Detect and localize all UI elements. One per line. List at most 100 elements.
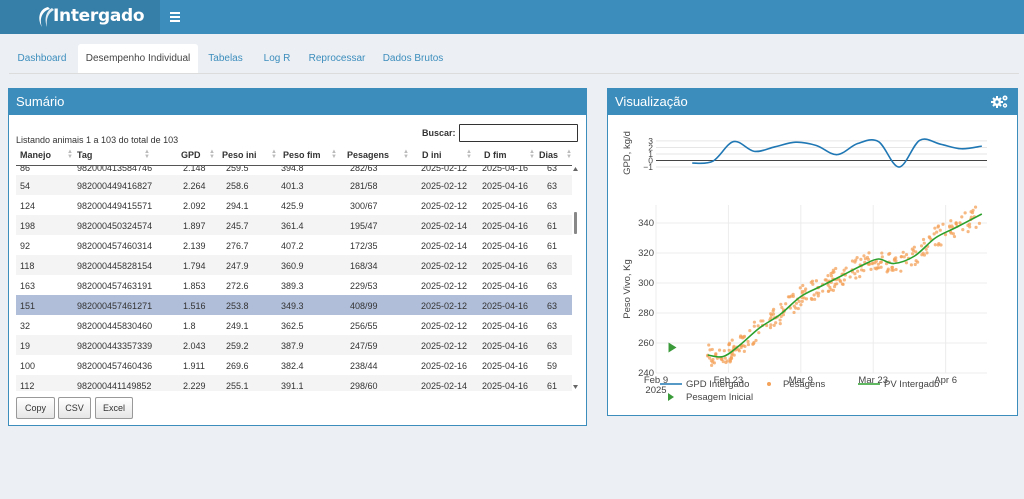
table-cell-gpd: 1.911 <box>183 361 205 371</box>
tab-reprocessar[interactable]: Reprocessar <box>308 53 366 64</box>
csv-button[interactable]: CSV <box>58 397 91 419</box>
legend-pesagens-label[interactable]: Pesagens <box>783 379 826 390</box>
pesagem-point <box>886 267 890 271</box>
pesagem-point <box>854 258 858 262</box>
scrollbar-thumb[interactable] <box>574 212 577 234</box>
table-row[interactable]: 86 982000413584746 2.148 259.5 394.8 282/63 20… <box>16 166 572 177</box>
table-cell-tag: 982000443357339 <box>77 341 153 351</box>
pesagem-point <box>860 268 864 272</box>
column-header-peso-ini[interactable]: Peso ini <box>222 150 257 160</box>
table-cell-dias: 63 <box>547 301 558 311</box>
tab-desempenho-individual[interactable]: Desempenho Individual <box>78 44 198 74</box>
summary-title: Sumário <box>9 89 586 115</box>
pesagem-point <box>899 269 903 273</box>
table-cell-peso-fim: 387.9 <box>281 341 304 351</box>
table-row[interactable]: 124 982000449415571 2.092 294.1 425.9 300/67 2… <box>16 195 572 215</box>
pesagem-point <box>856 269 860 273</box>
sort-icon: ▲ ▼ <box>466 149 472 160</box>
table-cell-tag: 982000449416827 <box>77 181 153 191</box>
column-header-d-fim[interactable]: D fim <box>484 150 507 160</box>
table-cell-peso-ini: 276.7 <box>226 241 249 251</box>
table-row[interactable]: 54 982000449416827 2.264 258.6 401.3 281/58 20… <box>16 175 572 195</box>
column-header-manejo[interactable]: Manejo <box>20 150 52 160</box>
table-row[interactable]: 92 982000457460314 2.139 276.7 407.2 172/35 20… <box>16 235 572 255</box>
tab-dashboard[interactable]: Dashboard <box>17 53 67 64</box>
table-row[interactable]: 100 982000457460436 1.911 269.6 382.4 238/44 2… <box>16 355 572 375</box>
tab-tabelas[interactable]: Tabelas <box>208 53 243 64</box>
pesagem-point <box>831 288 836 292</box>
pesagem-point <box>707 343 711 347</box>
sort-icon: ▲ ▼ <box>403 149 409 160</box>
table-cell-peso-ini: 258.6 <box>226 181 249 191</box>
pesagem-point <box>780 305 784 310</box>
table-cell-dias: 61 <box>547 241 558 251</box>
logo[interactable]: Intergado <box>0 0 160 34</box>
search-input[interactable] <box>459 124 578 142</box>
column-header-dias[interactable]: Dias <box>539 150 559 160</box>
pesagem-point <box>933 243 937 247</box>
pesagem-point <box>879 265 883 269</box>
table-scrollbar[interactable] <box>572 166 579 391</box>
table-cell-peso-fim: 425.9 <box>281 201 304 211</box>
table-row[interactable]: 151 982000457461271 1.516 253.8 349.3 408/99 2… <box>16 295 572 315</box>
pesagem-point <box>879 260 883 264</box>
table-cell-gpd: 2.043 <box>183 341 206 351</box>
column-header-peso-fim[interactable]: Peso fim <box>283 150 321 160</box>
table-row[interactable]: 198 982000450324574 1.897 245.7 361.4 195/47 2… <box>16 215 572 235</box>
table-cell-pesagens: 298/60 <box>350 381 378 391</box>
pesagem-point <box>899 255 903 259</box>
table-cell-d-fim: 2025-04-16 <box>482 341 529 351</box>
summary-box: Sumário Listando animais 1 a 103 do tota… <box>8 88 587 426</box>
excel-button[interactable]: Excel <box>95 397 133 419</box>
table-row[interactable]: 32 982000445830460 1.8 249.1 362.5 256/55 2025… <box>16 315 572 335</box>
pesagem-point <box>759 319 763 323</box>
table-cell-d-ini: 2025-02-12 <box>421 181 468 191</box>
pesagem-point <box>924 247 928 251</box>
pesagem-point <box>727 343 731 347</box>
column-header-d-ini[interactable]: D ini <box>422 150 442 160</box>
pesagem-point <box>815 291 819 295</box>
pesagem-point <box>943 233 948 237</box>
pesagem-point <box>717 348 722 352</box>
tab-dados-brutos[interactable]: Dados Brutos <box>382 53 444 64</box>
scrollbar-arrows-icon <box>573 167 578 389</box>
pesagem-point <box>797 299 801 303</box>
legend-pesagem-inicial-label[interactable]: Pesagem Inicial <box>686 392 753 403</box>
table-row[interactable]: 112 982000441149852 2.229 255.1 391.1 298/60 2… <box>16 375 572 391</box>
pesagem-point <box>828 285 832 289</box>
pesagem-point <box>885 270 889 274</box>
table-cell-pesagens: 281/58 <box>350 181 378 191</box>
table-cell-peso-fim: 407.2 <box>281 241 304 251</box>
legend-gpd-label[interactable]: GPD Intergado <box>686 379 749 390</box>
table-cell-manejo: 54 <box>20 181 31 191</box>
pesagem-point <box>977 221 982 225</box>
table-cell-peso-fim: 391.1 <box>281 381 304 391</box>
column-header-tag[interactable]: Tag <box>77 150 93 160</box>
pv-series-line <box>707 213 983 358</box>
pesagem-point <box>863 257 868 261</box>
column-header-gpd[interactable]: GPD <box>181 150 201 160</box>
brand-name: Intergado <box>53 6 145 26</box>
table-cell-pesagens: 282/63 <box>350 166 378 173</box>
table-cell-gpd: 2.229 <box>183 381 206 391</box>
pesagem-point <box>949 231 953 235</box>
column-header-pesagens[interactable]: Pesagens <box>347 150 390 160</box>
pv-y-tick-label: 320 <box>638 248 654 259</box>
gpd-y-tick-label: 1 <box>648 149 653 159</box>
menu-toggle-icon[interactable] <box>170 8 184 26</box>
table-row[interactable]: 163 982000457463191 1.853 272.6 389.3 229/53 2… <box>16 275 572 295</box>
pesagem-point <box>798 286 802 290</box>
table-cell-manejo: 100 <box>20 361 36 371</box>
table-cell-dias: 63 <box>547 281 558 291</box>
pesagem-point <box>832 270 836 274</box>
table-row[interactable]: 19 982000443357339 2.043 259.2 387.9 247/59 20… <box>16 335 572 355</box>
pesagem-point <box>958 221 962 225</box>
copy-button[interactable]: Copy <box>16 397 55 419</box>
pesagem-point <box>939 243 943 247</box>
settings-gears-icon[interactable] <box>991 94 1009 109</box>
sort-icon: ▲ ▼ <box>529 149 535 160</box>
tab-log-r[interactable]: Log R <box>263 53 291 64</box>
legend-pv-label[interactable]: PV Intergado <box>884 379 939 390</box>
table-row[interactable]: 118 982000445828154 1.794 247.9 360.9 168/34 2… <box>16 255 572 275</box>
